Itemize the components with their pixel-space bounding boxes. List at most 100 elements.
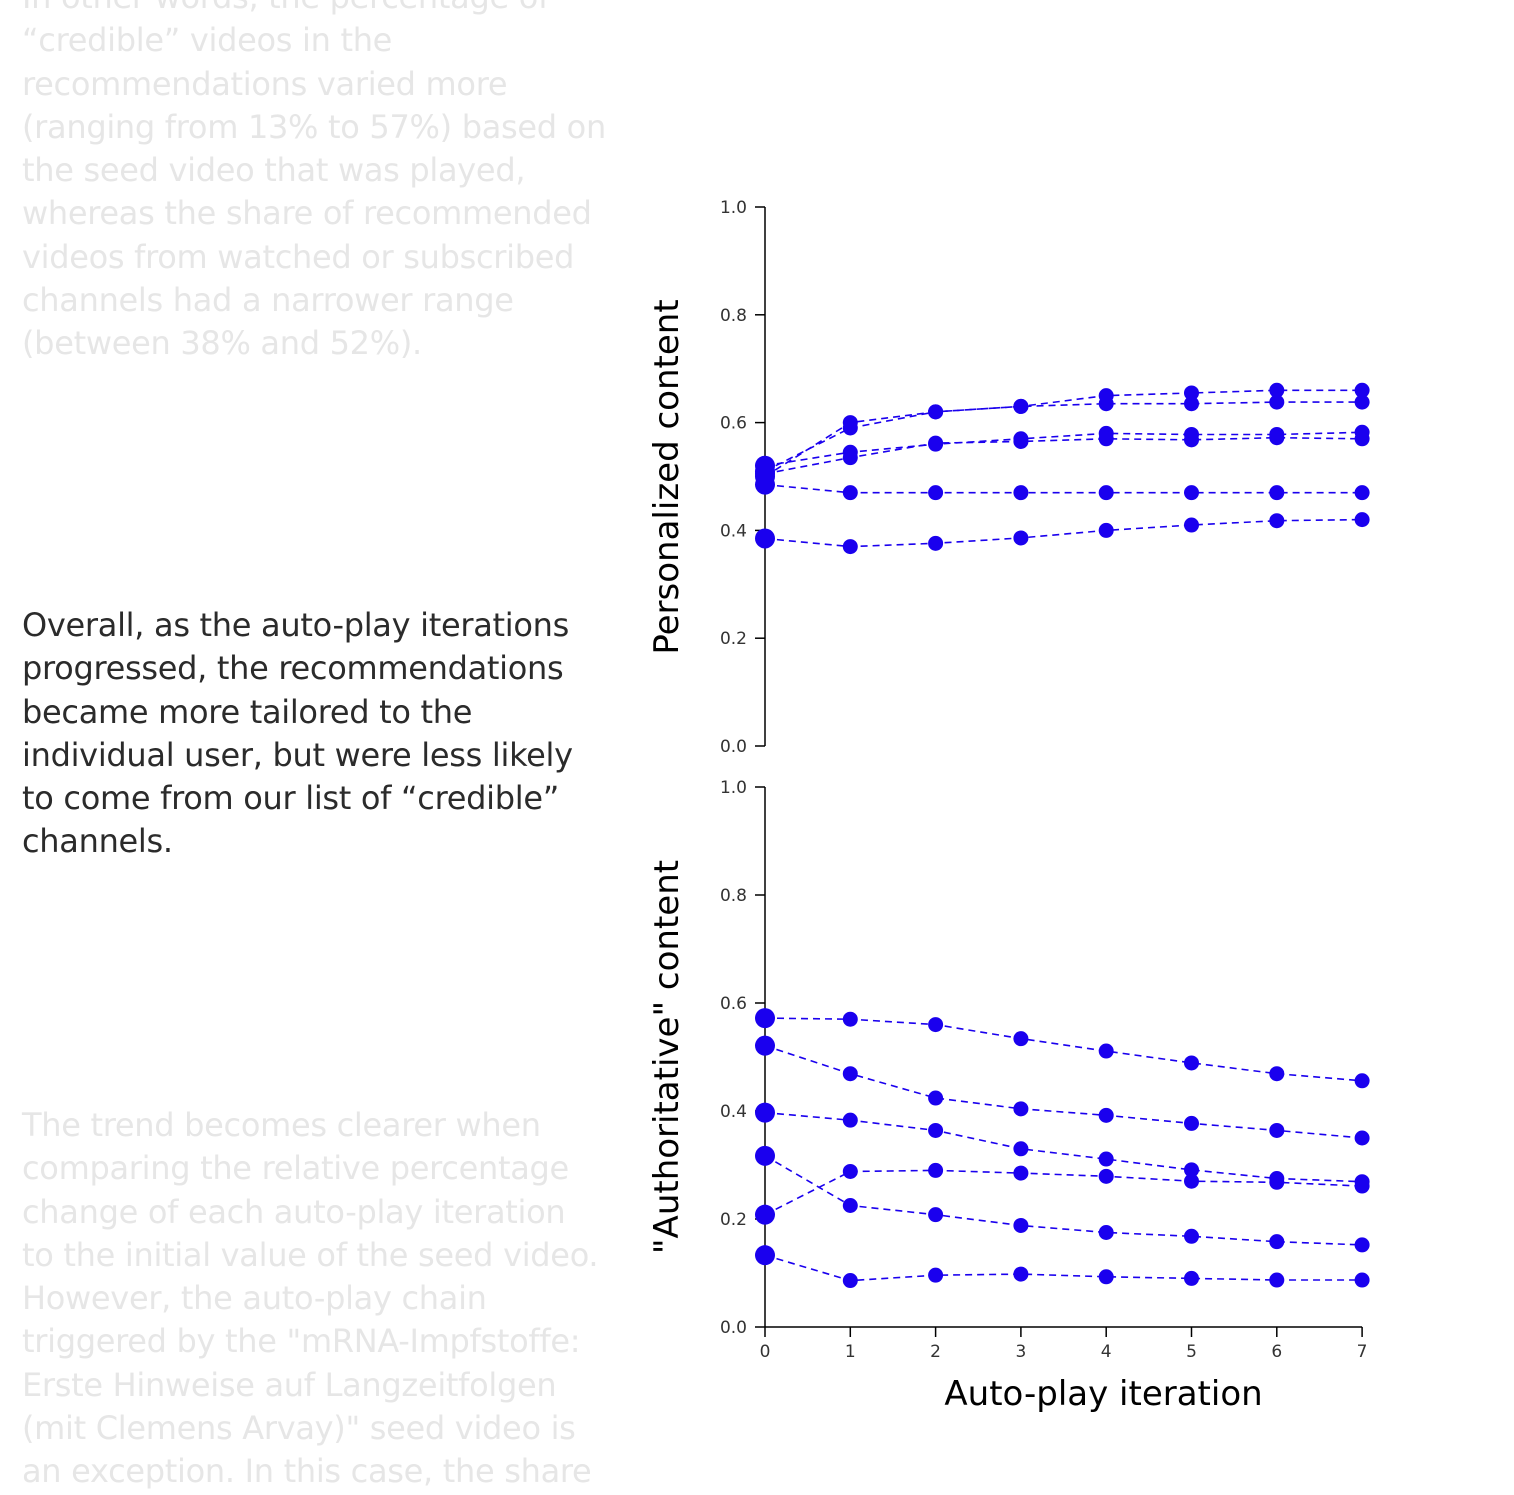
data-point — [842, 539, 858, 555]
data-point — [755, 1008, 775, 1029]
y-tick-label: 0.8 — [720, 306, 747, 326]
data-point — [1269, 382, 1285, 398]
data-point — [842, 1198, 858, 1213]
data-point — [842, 450, 858, 466]
series-line — [764, 1155, 1363, 1246]
data-point — [1269, 1272, 1285, 1288]
data-point — [842, 1112, 858, 1128]
data-point — [1098, 431, 1114, 447]
y-tick-label: 0.2 — [720, 1210, 747, 1230]
data-point — [928, 1122, 944, 1138]
data-point — [928, 1017, 944, 1033]
data-point — [1013, 1101, 1029, 1117]
data-point — [1354, 485, 1370, 501]
data-point — [1098, 1151, 1114, 1167]
series-line — [764, 1169, 1363, 1216]
y-tick-label: 0.0 — [720, 1318, 747, 1338]
x-tick-label: 7 — [1357, 1342, 1368, 1362]
data-point — [1013, 1031, 1029, 1047]
data-point — [1354, 394, 1370, 410]
data-point — [755, 474, 775, 495]
data-point — [842, 420, 858, 436]
data-point — [1354, 431, 1370, 447]
series-line — [764, 1254, 1363, 1282]
data-point — [842, 485, 858, 501]
data-point — [755, 1204, 775, 1225]
data-point — [928, 404, 944, 420]
series-line — [764, 389, 1363, 472]
y-tick-label: 0.2 — [720, 629, 747, 649]
series-line — [764, 1044, 1363, 1139]
y-tick-label: 1.0 — [720, 198, 747, 218]
data-point — [1354, 1237, 1370, 1253]
y-axis-title: Personalized content — [647, 299, 687, 654]
data-point — [842, 1273, 858, 1289]
x-tick-label: 6 — [1271, 1342, 1282, 1362]
series-line — [764, 436, 1363, 475]
data-point — [928, 435, 944, 451]
data-point — [1354, 382, 1370, 398]
data-point — [1184, 1115, 1199, 1131]
data-point — [1354, 1130, 1370, 1146]
y-tick-label: 0.0 — [720, 737, 747, 757]
data-point — [1184, 1162, 1199, 1178]
series-line — [764, 483, 1363, 494]
data-point — [928, 1090, 944, 1106]
data-point — [1184, 1228, 1199, 1244]
x-tick-label: 3 — [1015, 1342, 1026, 1362]
data-point — [1184, 1173, 1199, 1189]
data-point — [1013, 433, 1029, 449]
x-tick-label: 1 — [845, 1342, 856, 1362]
data-point — [1098, 1168, 1114, 1184]
data-point — [1354, 1178, 1370, 1194]
data-point — [755, 1245, 775, 1266]
x-tick-label: 2 — [930, 1342, 941, 1362]
data-point — [928, 535, 944, 551]
data-point — [755, 528, 775, 549]
paragraph-relative-change: The trend becomes clearer when comparing… — [22, 1106, 599, 1491]
x-axis-title: Auto-play iteration — [944, 1374, 1262, 1414]
data-point — [755, 1145, 775, 1166]
data-point — [928, 1207, 944, 1223]
series-line — [764, 1111, 1363, 1183]
data-point — [1269, 1066, 1285, 1082]
data-point — [1184, 396, 1199, 412]
data-point — [1098, 1107, 1114, 1123]
data-point — [1013, 1141, 1029, 1157]
data-point — [1184, 485, 1199, 501]
data-point — [1269, 513, 1285, 529]
series-line — [764, 1017, 1363, 1082]
data-point — [1013, 485, 1029, 501]
y-tick-label: 0.4 — [720, 521, 747, 541]
x-tick-label: 4 — [1101, 1342, 1112, 1362]
data-point — [1013, 1266, 1029, 1282]
data-point — [928, 1162, 944, 1178]
y-tick-label: 0.6 — [720, 994, 747, 1014]
data-point — [1098, 485, 1114, 501]
data-point — [1269, 394, 1285, 410]
y-tick-label: 0.8 — [720, 886, 747, 906]
data-point — [1013, 1217, 1029, 1233]
data-point — [1098, 1225, 1114, 1240]
data-point — [1098, 388, 1114, 404]
data-point — [1184, 432, 1199, 448]
data-point — [1354, 512, 1370, 528]
series-line — [764, 518, 1363, 548]
data-point — [1269, 1234, 1285, 1250]
data-point — [1184, 517, 1199, 533]
series-line — [764, 401, 1363, 478]
data-point — [1354, 1073, 1370, 1089]
data-point — [1098, 522, 1114, 538]
data-point — [1098, 1269, 1114, 1285]
paragraph-credible-range: In other words, the percentage of “credi… — [22, 0, 606, 363]
data-point — [928, 485, 944, 501]
series-line — [764, 431, 1363, 467]
data-point — [1013, 398, 1029, 414]
data-point — [1013, 530, 1029, 546]
data-point — [755, 1102, 775, 1123]
x-tick-label: 0 — [760, 1342, 771, 1362]
data-point — [755, 1035, 775, 1056]
data-point — [928, 1267, 944, 1283]
data-point — [1269, 1174, 1285, 1190]
